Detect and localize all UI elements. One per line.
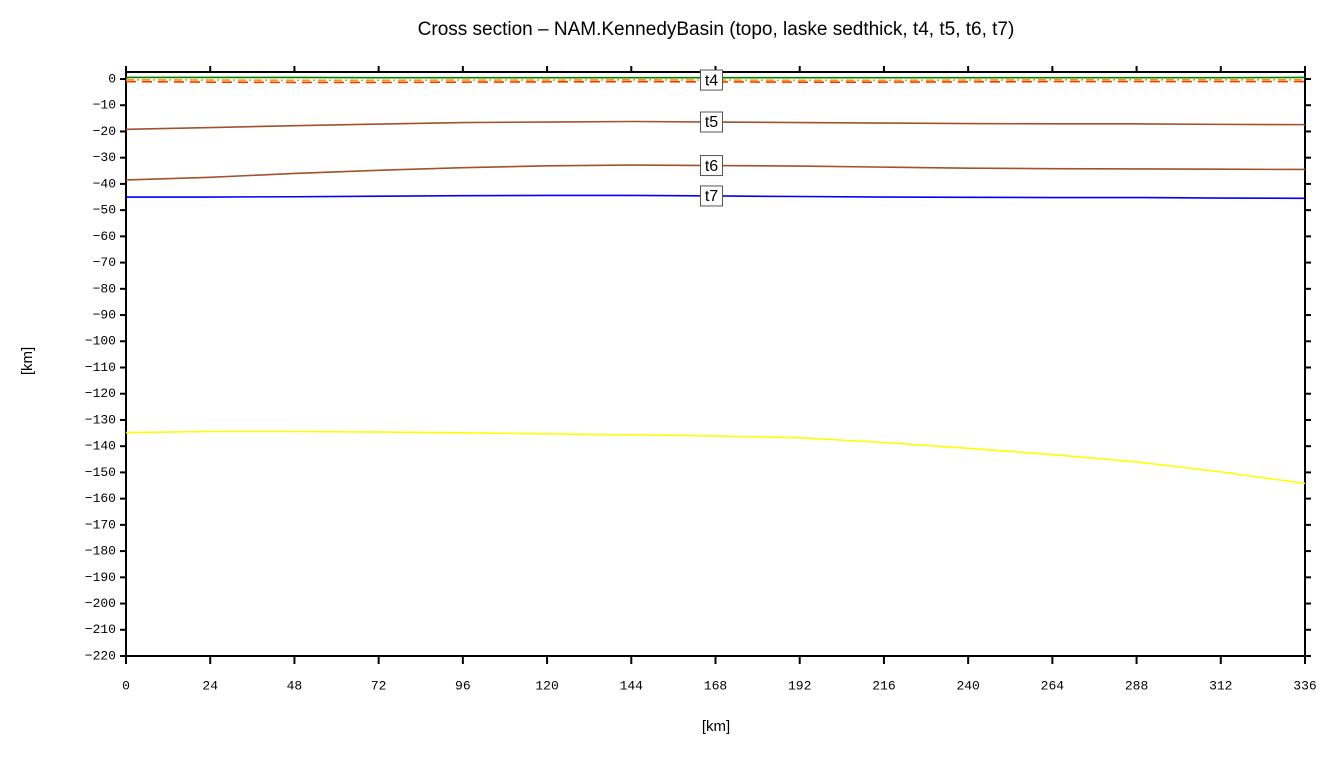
series-label-box <box>700 185 723 207</box>
series-line <box>125 430 1306 485</box>
x-tick-label: 120 <box>535 678 558 693</box>
y-axis-label: [km] <box>19 347 36 375</box>
series-label-box <box>700 155 723 177</box>
x-tick-label: 0 <box>122 678 130 693</box>
x-tick-label: 96 <box>455 678 471 693</box>
y-tick-label: −100 <box>85 334 116 349</box>
series-label: t4 <box>705 72 718 89</box>
x-tick-label: 216 <box>872 678 895 693</box>
x-tick-label: 336 <box>1293 678 1316 693</box>
y-tick-label: −130 <box>85 412 116 427</box>
y-tick-label: −20 <box>93 124 116 139</box>
y-tick-label: −50 <box>93 203 116 218</box>
y-tick-label: −110 <box>85 360 116 375</box>
chart-title: Cross section – NAM.KennedyBasin (topo, … <box>418 19 1015 40</box>
x-tick-label: 24 <box>202 678 218 693</box>
y-tick-label: −170 <box>85 517 116 532</box>
series-label: t5 <box>705 114 718 131</box>
y-tick-label: −180 <box>85 544 116 559</box>
y-tick-label: −220 <box>85 648 116 663</box>
x-tick-label: 240 <box>956 678 979 693</box>
series-label-box <box>700 69 723 91</box>
y-tick-label: −90 <box>93 307 116 322</box>
x-tick-label: 48 <box>287 678 303 693</box>
y-tick-label: 0 <box>108 71 116 86</box>
y-tick-label: −150 <box>85 465 116 480</box>
x-tick-label: 264 <box>1041 678 1065 693</box>
y-tick-label: −140 <box>85 439 116 454</box>
x-axis-label: [km] <box>702 718 730 735</box>
y-tick-label: −80 <box>93 281 116 296</box>
x-tick-label: 288 <box>1125 678 1148 693</box>
y-tick-label: −210 <box>85 622 116 637</box>
y-tick-label: −60 <box>93 229 116 244</box>
y-tick-label: −200 <box>85 596 116 611</box>
y-tick-label: −70 <box>93 255 116 270</box>
y-tick-label: −190 <box>85 570 116 585</box>
x-tick-label: 192 <box>788 678 811 693</box>
series-label-box <box>700 111 723 133</box>
series-label: t7 <box>705 188 718 205</box>
y-tick-label: −160 <box>85 491 116 506</box>
x-tick-label: 72 <box>371 678 387 693</box>
series-label: t6 <box>705 158 718 175</box>
series-line <box>125 78 1305 82</box>
y-tick-label: −30 <box>93 150 116 165</box>
x-tick-label: 144 <box>620 678 644 693</box>
series-line <box>125 80 1305 84</box>
y-tick-label: −10 <box>93 98 116 113</box>
y-tick-label: −120 <box>85 386 116 401</box>
x-tick-label: 168 <box>704 678 727 693</box>
x-tick-label: 312 <box>1209 678 1232 693</box>
y-tick-label: −40 <box>93 176 116 191</box>
